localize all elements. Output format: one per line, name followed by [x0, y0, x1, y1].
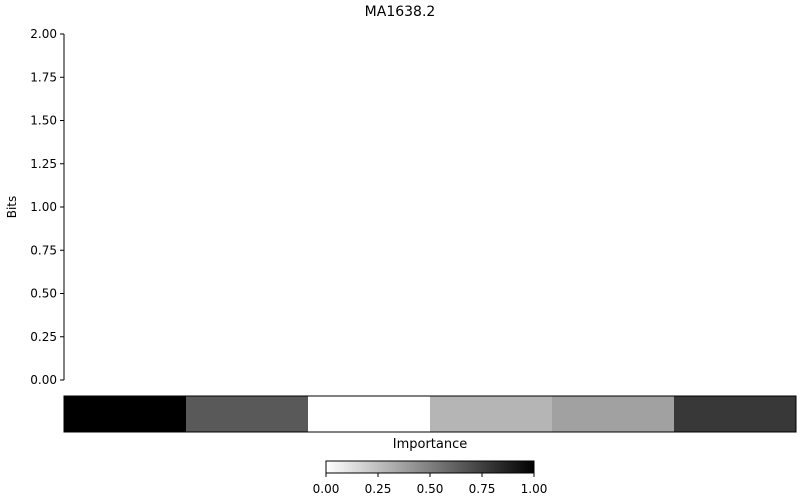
importance-cell — [308, 396, 431, 432]
y-tick-label: 1.25 — [30, 157, 57, 171]
y-axis-label: Bits — [5, 196, 19, 219]
colorbar-tick-label: 0.25 — [365, 482, 392, 496]
importance-label: Importance — [393, 437, 468, 452]
importance-colorbar: 0.00 0.25 0.50 0.75 1.00 — [313, 460, 548, 496]
importance-cell — [64, 396, 187, 432]
y-ticks: 0.00 0.25 0.50 0.75 1.00 1.25 1.50 1.75 2.00 — [30, 27, 64, 387]
logo-letters: GCCGATGTACTTAG — [0, 378, 2, 380]
importance-cell — [186, 396, 309, 432]
y-tick-label: 1.75 — [30, 70, 57, 84]
importance-cell — [552, 396, 675, 432]
importance-heatmap-frame — [63, 395, 797, 433]
colorbar-tick-label: 1.00 — [521, 482, 548, 496]
importance-cell — [674, 396, 797, 432]
y-tick-label: 1.50 — [30, 114, 57, 128]
colorbar-tick-label: 0.75 — [469, 482, 496, 496]
y-tick-label: 0.50 — [30, 287, 57, 301]
y-tick-label: 2.00 — [30, 27, 57, 41]
colorbar-ticks: 0.00 0.25 0.50 0.75 1.00 — [313, 473, 548, 496]
colorbar-gradient — [325, 460, 535, 474]
logo-letter-G: G — [0, 378, 2, 380]
y-tick-label: 0.00 — [30, 373, 57, 387]
y-tick-label: 0.75 — [30, 243, 57, 257]
y-tick-label: 0.25 — [30, 330, 57, 344]
colorbar-tick-label: 0.00 — [313, 482, 340, 496]
importance-cell — [430, 396, 553, 432]
colorbar-tick-label: 0.50 — [417, 482, 444, 496]
y-tick-label: 1.00 — [30, 200, 57, 214]
importance-heatmap — [64, 396, 797, 432]
y-axis: 0.00 0.25 0.50 0.75 1.00 1.25 1.50 1.75 2.00 — [30, 27, 65, 387]
chart-title: MA1638.2 — [365, 4, 436, 20]
